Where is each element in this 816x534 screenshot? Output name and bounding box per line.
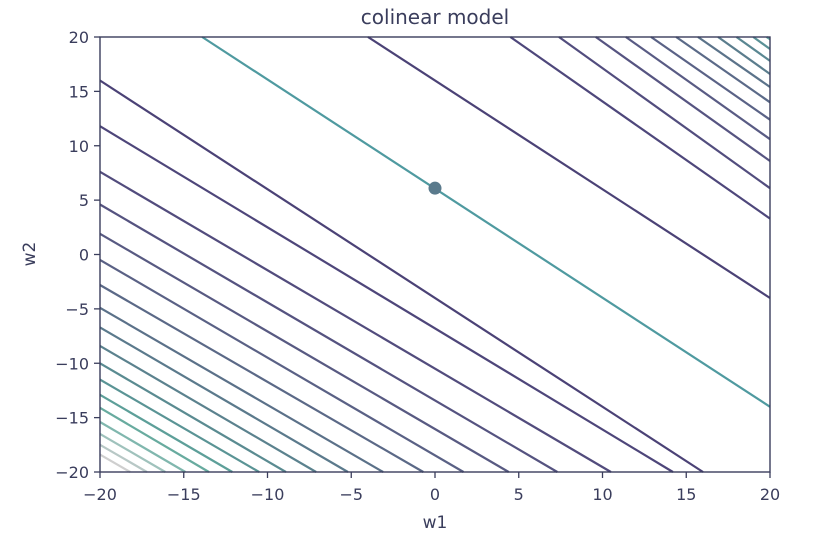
y-tick-label-3: −5 [65,300,89,319]
contour-line-24 [675,36,771,104]
chart-title: colinear model [361,5,509,29]
y-tick-label-4: 0 [79,246,89,265]
y-tick-label-6: 10 [69,137,89,156]
contour-line-15 [99,170,612,473]
y-tick-label-7: 15 [69,82,89,101]
y-tick-label-8: 20 [69,28,89,47]
contour-line-0 [99,453,131,473]
contour-line-10 [99,306,384,473]
x-tick-label-7: 15 [676,485,696,504]
contour-line-3 [99,421,186,473]
contour-line-6 [99,378,260,473]
x-tick-label-1: −15 [167,485,201,504]
contour-line-19 [509,36,771,220]
x-axis: −20 −15 −10 −5 0 5 10 15 20 [83,472,780,504]
x-tick-label-0: −20 [83,485,117,504]
contour-line-9 [99,326,349,473]
x-tick-label-4: 0 [430,485,440,504]
contour-line-20 [558,36,771,190]
y-axis-label: w2 [20,242,40,267]
contour-line-26 [717,36,771,75]
y-tick-label-5: 5 [79,191,89,210]
contour-line-2 [99,432,166,473]
x-tick-label-6: 10 [592,485,612,504]
contour-line-8 [99,344,317,473]
contour-line-28 [752,36,771,50]
contour-line-17 [99,79,704,473]
contour-line-4 [99,406,210,473]
contour-line-1 [99,443,148,473]
plot-frame [99,36,771,473]
x-tick-label-3: −5 [339,485,363,504]
contour-line-11 [99,284,424,473]
data-points [428,181,442,195]
contour-lines [99,36,771,473]
y-axis: −20 −15 −10 −5 0 5 10 15 20 [55,28,100,482]
contour-line-27 [735,36,771,62]
contour-line-7 [99,362,287,473]
x-tick-label-2: −10 [251,485,285,504]
contour-line-12 [99,258,465,473]
contour-line-13 [99,232,510,473]
contour-line-25 [697,36,771,88]
contour-line-22 [625,36,771,141]
contour-line-23 [650,36,771,121]
contour-line-16 [99,125,674,473]
contour-line-18 [367,36,771,299]
contour-line-14 [99,203,558,473]
x-tick-label-5: 5 [514,485,524,504]
y-tick-label-0: −20 [55,463,89,482]
contour-line-21 [595,36,771,162]
y-tick-label-1: −15 [55,409,89,428]
y-tick-label-2: −10 [55,354,89,373]
point-marker-0 [428,181,442,195]
x-axis-label: w1 [423,513,448,533]
contour-line-30 [201,36,771,408]
x-tick-label-8: 20 [760,485,780,504]
contour-line-5 [99,393,233,473]
